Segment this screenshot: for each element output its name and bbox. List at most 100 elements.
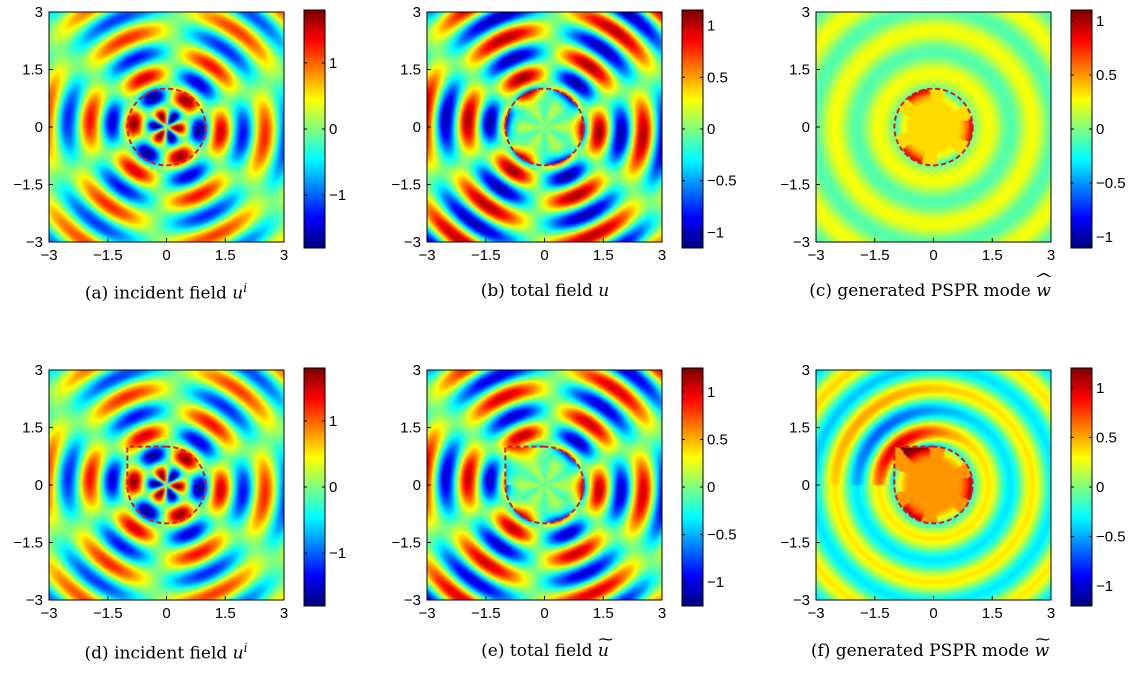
- colorbar-tick-label: −0.5: [1096, 529, 1126, 546]
- colorbar-tick-label: −1: [329, 545, 346, 562]
- caption-text: total field: [509, 641, 598, 661]
- chart-svg: −3 −1.5 0 1.5 3 3 1.5 0 −1.5 −3 1 0.5 0 −0.5 −1: [780, 362, 1126, 622]
- x-tick-label: −3: [40, 247, 57, 264]
- colorbar-tick-label: −1: [1096, 229, 1113, 246]
- panel-caption: (e) total field u: [395, 641, 695, 661]
- heatmap-image: [49, 370, 284, 600]
- chart-svg: −3 −1.5 0 1.5 3 3 1.5 0 −1.5 −3 1 0.5 0 −0.5 −1: [391, 362, 737, 622]
- caption-tag: (b): [480, 281, 511, 301]
- x-tick-label: −3: [418, 605, 435, 622]
- y-tick-label: 1.5: [789, 420, 810, 437]
- y-tick-label: −1.5: [391, 177, 421, 194]
- x-tick-label: 3: [280, 605, 288, 622]
- colorbar-tick-label: −0.5: [707, 527, 737, 544]
- y-tick-label: 3: [35, 4, 43, 21]
- x-tick-label: 0: [929, 247, 937, 264]
- heatmap-image: [816, 12, 1051, 242]
- y-tick-label: 1.5: [400, 420, 421, 437]
- colorbar: [304, 368, 325, 606]
- colorbar-tick-label: −1: [1096, 578, 1113, 595]
- x-tick-label: 1.5: [593, 605, 614, 622]
- boundary-curve: [126, 445, 207, 525]
- x-tick-label: 1.5: [982, 605, 1003, 622]
- x-tick-label: 0: [540, 247, 548, 264]
- x-tick-label: −1.5: [860, 247, 890, 264]
- colorbar-tick-label: 1: [329, 413, 337, 430]
- boundary-curve: [126, 87, 207, 167]
- panel-caption: (b) total field u: [395, 281, 695, 301]
- colorbar-tick-label: 0: [707, 121, 715, 138]
- x-tick-label: 0: [162, 247, 170, 264]
- x-tick-label: 3: [280, 247, 288, 264]
- caption-symbol: u: [598, 281, 610, 301]
- panel-caption: (a) incident field ui: [16, 281, 316, 304]
- y-tick-label: −1.5: [391, 535, 421, 552]
- y-tick-label: 3: [802, 362, 810, 379]
- colorbar: [1071, 10, 1092, 248]
- colorbar-tick-label: 0: [329, 121, 337, 138]
- y-tick-label: 0: [413, 477, 421, 494]
- caption-tag: (f): [810, 641, 836, 661]
- caption-text: incident field: [114, 643, 233, 664]
- colorbar-tick-label: 0: [707, 479, 715, 496]
- y-tick-label: 1.5: [22, 420, 43, 437]
- panel-caption: (f) generated PSPR mode w: [780, 641, 1080, 661]
- y-tick-label: 3: [413, 4, 421, 21]
- colorbar-tick-label: 0.5: [1096, 429, 1117, 446]
- colorbar-tick-label: 1: [707, 18, 715, 35]
- colorbar-tick-label: 0: [1096, 121, 1104, 138]
- caption-symbol: u: [232, 283, 244, 304]
- x-tick-label: −3: [418, 247, 435, 264]
- y-tick-label: −3: [793, 592, 810, 609]
- x-tick-label: 0: [540, 605, 548, 622]
- chart-svg: −3 −1.5 0 1.5 3 3 1.5 0 −1.5 −3 1 0.5 0 −0.5 −1: [780, 4, 1126, 264]
- x-tick-label: 0: [162, 605, 170, 622]
- x-tick-label: −1.5: [471, 605, 501, 622]
- colorbar-tick-label: −1: [707, 574, 724, 591]
- caption-tag: (e): [481, 641, 510, 661]
- colorbar-tick-label: 0.5: [707, 69, 728, 86]
- x-tick-label: −3: [807, 247, 824, 264]
- x-tick-label: −3: [807, 605, 824, 622]
- colorbar-tick-label: −1: [329, 187, 346, 204]
- colorbar-tick-label: 0: [1096, 479, 1104, 496]
- caption-symbol: w: [1035, 641, 1050, 661]
- x-tick-label: 3: [1047, 247, 1055, 264]
- y-tick-label: 1.5: [22, 62, 43, 79]
- caption-text: generated PSPR mode: [835, 641, 1035, 661]
- caption-superscript: i: [243, 641, 248, 655]
- caption-tag: (c): [809, 281, 838, 301]
- caption-superscript: i: [243, 281, 248, 295]
- colorbar-tick-label: 1: [329, 55, 337, 72]
- y-tick-label: −3: [26, 234, 43, 251]
- y-tick-label: 0: [35, 119, 43, 136]
- colorbar-tick-label: −1: [707, 224, 724, 241]
- y-tick-label: 3: [413, 362, 421, 379]
- boundary-curve: [504, 445, 585, 525]
- chart-svg: −3 −1.5 0 1.5 3 3 1.5 0 −1.5 −3 1 0.5 0 −0.5 −1: [391, 4, 736, 264]
- x-tick-label: 3: [658, 605, 666, 622]
- y-tick-label: −3: [793, 234, 810, 251]
- colorbar-tick-label: 1: [1096, 380, 1104, 397]
- heatmap-image: [49, 12, 284, 242]
- colorbar: [1071, 368, 1092, 606]
- x-tick-label: 1.5: [982, 247, 1003, 264]
- x-tick-label: 0: [929, 605, 937, 622]
- colorbar: [682, 368, 703, 606]
- heatmap-image: [816, 370, 1051, 600]
- y-tick-label: −1.5: [13, 177, 43, 194]
- y-tick-label: 1.5: [400, 62, 421, 79]
- caption-tag: (d): [84, 643, 115, 664]
- x-tick-label: 1.5: [593, 247, 614, 264]
- colorbar-tick-label: 0.5: [1096, 67, 1117, 84]
- heatmap-image: [427, 12, 662, 242]
- y-tick-label: 0: [802, 119, 810, 136]
- boundary-curve: [893, 87, 974, 167]
- x-tick-label: 3: [658, 247, 666, 264]
- colorbar-tick-label: 1: [707, 384, 715, 401]
- y-tick-label: −3: [26, 592, 43, 609]
- x-tick-label: −1.5: [93, 605, 123, 622]
- colorbar-tick-label: 0: [329, 479, 337, 496]
- boundary-curve: [504, 87, 585, 167]
- colorbar-tick-label: −0.5: [1096, 175, 1126, 192]
